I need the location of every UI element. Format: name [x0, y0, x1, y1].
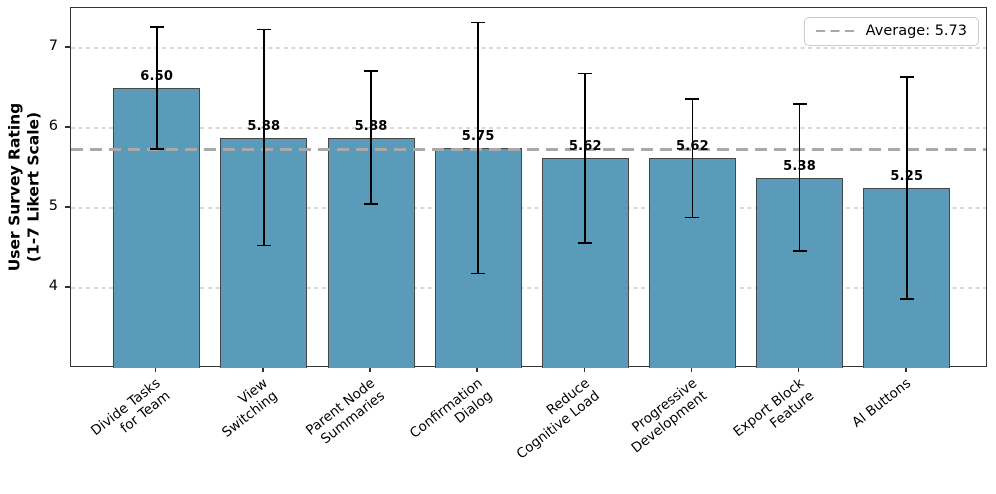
- y-tick-label: 4: [48, 278, 58, 294]
- plot-area: 6.50 5.88 5.88 5.75 5.62 5.62 5.38 5.25 Average…: [70, 7, 987, 368]
- error-bar-cap: [899, 298, 914, 301]
- error-bar-cap: [149, 147, 164, 150]
- average-line: [71, 148, 986, 151]
- y-tick-mark: [65, 126, 70, 128]
- bar-value-label: 6.50: [140, 69, 174, 84]
- legend: Average: 5.73: [803, 17, 979, 46]
- bar-value-label: 5.25: [890, 169, 924, 184]
- x-tick-mark: [583, 367, 586, 372]
- error-bar-cap: [792, 103, 807, 105]
- error-bar-cap: [685, 216, 700, 219]
- error-bar-cap: [149, 26, 164, 29]
- y-gridline: [71, 287, 986, 289]
- x-tick-label: AI Buttons: [849, 375, 914, 431]
- y-tick-mark: [65, 46, 70, 48]
- error-bar: [262, 29, 265, 246]
- y-tick-mark: [65, 286, 70, 288]
- x-tick-mark: [690, 367, 693, 372]
- error-bar: [798, 104, 801, 252]
- error-bar-cap: [471, 272, 486, 275]
- error-bar: [584, 73, 587, 244]
- x-tick-mark: [476, 367, 478, 372]
- x-tick-label: Parent Node Summaries: [303, 375, 388, 448]
- error-bar-cap: [256, 244, 271, 247]
- error-bar: [477, 22, 480, 274]
- bar-value-label: 5.88: [247, 118, 281, 134]
- x-tick-label: Reduce Cognitive Load: [512, 375, 603, 462]
- x-tick-label: Export Block Feature: [729, 375, 817, 441]
- y-tick-label: 5: [48, 198, 58, 214]
- x-tick-mark: [797, 367, 800, 372]
- error-bar-cap: [899, 75, 914, 78]
- error-bar-cap: [364, 203, 378, 205]
- legend-label: Average: 5.73: [865, 23, 967, 39]
- error-bar-cap: [364, 70, 378, 73]
- dashed-line-icon: [815, 29, 856, 33]
- error-bar: [155, 27, 158, 149]
- x-tick-mark: [154, 367, 157, 372]
- error-bar-cap: [256, 28, 271, 31]
- x-tick-label: Divide Tasks for Team: [88, 375, 174, 440]
- error-bar-cap: [685, 98, 700, 101]
- error-bar-cap: [792, 250, 807, 253]
- x-tick-label: Progressive Development: [627, 375, 710, 457]
- y-gridline: [71, 207, 986, 209]
- error-bar: [905, 76, 908, 300]
- y-gridline: [71, 127, 986, 129]
- bar-value-label: 5.38: [783, 158, 817, 174]
- x-tick-mark: [905, 367, 907, 372]
- error-bar-cap: [578, 72, 593, 75]
- x-tick-mark: [262, 367, 264, 372]
- bar-value-label: 5.75: [461, 129, 495, 144]
- error-bar-cap: [578, 242, 593, 245]
- bar-value-label: 5.88: [354, 118, 388, 134]
- y-tick-label: 6: [48, 118, 58, 134]
- y-tick-mark: [65, 206, 70, 208]
- x-tick-label: View Switching: [219, 375, 281, 441]
- y-gridline: [71, 47, 986, 49]
- error-bar-cap: [471, 21, 486, 24]
- x-tick-label: Confirmation Dialog: [406, 375, 495, 442]
- bar-value-label: 5.62: [568, 139, 602, 155]
- bar-value-label: 5.62: [676, 139, 709, 155]
- x-tick-mark: [369, 367, 371, 372]
- error-bar: [370, 71, 372, 204]
- y-tick-label: 7: [48, 38, 58, 54]
- error-bar: [691, 99, 694, 218]
